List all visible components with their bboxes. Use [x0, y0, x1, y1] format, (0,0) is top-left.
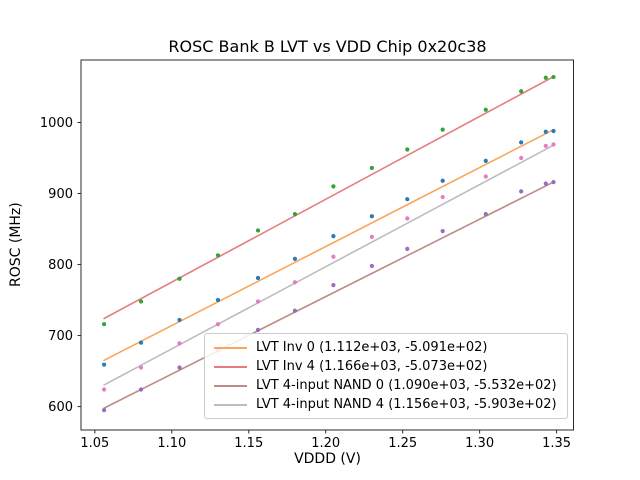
legend-entry: LVT 4-input NAND 4 (1.156e+03, -5.903e+0…	[214, 395, 559, 414]
legend-entry: LVT 4-input NAND 0 (1.090e+03, -5.532e+0…	[214, 376, 559, 395]
marker-lvt-inv-0	[177, 317, 182, 323]
legend-line-swatch	[214, 365, 247, 368]
x-tick-label: 1.35	[542, 436, 571, 451]
marker-lvt-inv-0	[551, 128, 556, 134]
marker-lvt-inv-0	[292, 256, 298, 261]
marker-lvt-4-input-nand-0	[440, 229, 445, 234]
fit-line-lvt-inv-0	[103, 128, 555, 362]
marker-lvt-4-input-nand-4	[405, 216, 410, 221]
y-tick-label: 600	[48, 400, 73, 415]
marker-lvt-inv-4	[551, 74, 556, 80]
marker-lvt-inv-0	[215, 297, 221, 303]
x-tick-label: 1.30	[465, 436, 494, 451]
marker-lvt-inv-0	[405, 197, 410, 202]
marker-lvt-4-input-nand-4	[292, 280, 298, 285]
legend-line-swatch	[214, 384, 247, 387]
x-tick-label: 1.15	[234, 436, 263, 451]
x-axis-label: VDDD (V)	[294, 451, 361, 467]
marker-lvt-4-input-nand-0	[101, 408, 107, 413]
marker-lvt-4-input-nand-4	[255, 299, 261, 304]
chart-title: ROSC Bank B LVT vs VDD Chip 0x20c38	[168, 37, 487, 56]
marker-lvt-inv-4	[543, 75, 548, 80]
marker-lvt-4-input-nand-0	[292, 308, 298, 313]
marker-lvt-inv-4	[519, 89, 524, 94]
marker-lvt-4-input-nand-0	[543, 181, 548, 186]
y-tick-label: 800	[48, 258, 73, 273]
marker-lvt-inv-4	[101, 322, 107, 327]
marker-lvt-inv-0	[101, 362, 107, 367]
marker-lvt-4-input-nand-4	[215, 322, 221, 327]
x-tick-label: 1.10	[157, 436, 186, 451]
axes-spines	[80, 59, 574, 431]
marker-lvt-4-input-nand-4	[519, 155, 524, 161]
marker-lvt-4-input-nand-0	[369, 263, 374, 269]
marker-lvt-4-input-nand-0	[177, 365, 182, 370]
marker-lvt-4-input-nand-4	[101, 387, 107, 392]
legend-label: LVT Inv 4 (1.166e+03, -5.073e+02)	[256, 359, 488, 374]
fit-line-lvt-4-input-nand-0	[103, 181, 555, 409]
marker-lvt-4-input-nand-0	[551, 180, 556, 185]
legend-entry: LVT Inv 0 (1.112e+03, -5.091e+02)	[214, 338, 559, 357]
marker-lvt-inv-0	[369, 214, 374, 219]
y-tick-label: 900	[48, 187, 73, 202]
y-tick-label: 700	[48, 329, 73, 344]
legend-label: LVT 4-input NAND 4 (1.156e+03, -5.903e+0…	[256, 397, 557, 412]
marker-lvt-4-input-nand-0	[483, 212, 488, 217]
marker-lvt-inv-0	[138, 340, 144, 345]
marker-lvt-4-input-nand-0	[331, 283, 336, 288]
marker-lvt-4-input-nand-4	[440, 194, 445, 200]
fit-line-lvt-inv-4	[103, 75, 555, 320]
marker-lvt-4-input-nand-4	[543, 143, 548, 149]
marker-lvt-inv-4	[331, 184, 336, 189]
marker-lvt-4-input-nand-4	[138, 365, 144, 370]
marker-lvt-inv-0	[440, 178, 445, 183]
marker-lvt-inv-4	[215, 253, 221, 258]
legend-label: LVT 4-input NAND 0 (1.090e+03, -5.532e+0…	[256, 378, 557, 393]
marker-lvt-inv-4	[405, 147, 410, 152]
marker-lvt-4-input-nand-4	[551, 142, 556, 147]
marker-lvt-inv-4	[292, 212, 298, 217]
x-tick-label: 1.20	[311, 436, 340, 451]
marker-lvt-inv-4	[369, 165, 374, 171]
y-tick-label: 1000	[40, 116, 73, 131]
marker-lvt-4-input-nand-4	[369, 234, 374, 239]
legend: LVT Inv 0 (1.112e+03, -5.091e+02) LVT Inv…	[204, 333, 568, 419]
legend-label: LVT Inv 0 (1.112e+03, -5.091e+02)	[256, 340, 488, 355]
marker-lvt-4-input-nand-4	[331, 254, 336, 259]
x-tick-label: 1.25	[388, 436, 417, 451]
marker-lvt-inv-0	[519, 140, 524, 145]
marker-lvt-4-input-nand-4	[177, 341, 182, 346]
marker-lvt-inv-4	[255, 228, 261, 233]
marker-lvt-inv-4	[440, 127, 445, 132]
marker-lvt-4-input-nand-0	[138, 387, 144, 392]
marker-lvt-inv-0	[331, 234, 336, 239]
legend-line-swatch	[214, 346, 247, 349]
legend-line-swatch	[214, 403, 247, 406]
marker-lvt-4-input-nand-0	[255, 327, 261, 332]
marker-lvt-4-input-nand-4	[483, 174, 488, 179]
legend-entry: LVT Inv 4 (1.166e+03, -5.073e+02)	[214, 357, 559, 376]
marker-lvt-inv-0	[543, 129, 548, 134]
x-tick-label: 1.05	[80, 436, 109, 451]
marker-lvt-inv-4	[138, 299, 144, 304]
marker-lvt-inv-4	[177, 276, 182, 281]
marker-lvt-4-input-nand-0	[405, 246, 410, 252]
marker-lvt-inv-0	[255, 275, 261, 281]
marker-lvt-inv-4	[483, 107, 488, 112]
marker-lvt-inv-0	[483, 158, 488, 163]
marker-lvt-4-input-nand-0	[519, 189, 524, 194]
